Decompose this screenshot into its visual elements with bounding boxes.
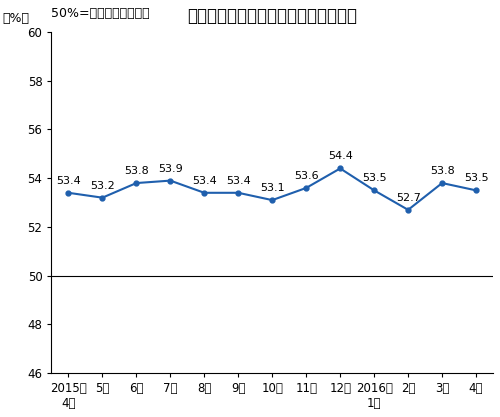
Y-axis label: （%）: （%） <box>2 12 30 25</box>
Text: 53.4: 53.4 <box>192 176 216 186</box>
Text: 53.9: 53.9 <box>158 164 182 173</box>
Text: 53.5: 53.5 <box>464 173 488 183</box>
Text: 52.7: 52.7 <box>396 193 420 203</box>
Text: 53.6: 53.6 <box>294 171 318 181</box>
Text: 53.2: 53.2 <box>90 181 115 191</box>
Text: 54.4: 54.4 <box>328 151 352 161</box>
Text: 53.8: 53.8 <box>124 166 148 176</box>
Text: 53.4: 53.4 <box>226 176 250 186</box>
Title: 非制造业商务活动指数（经季节调整）: 非制造业商务活动指数（经季节调整） <box>187 7 357 25</box>
Text: 53.4: 53.4 <box>56 176 81 186</box>
Text: 53.8: 53.8 <box>430 166 454 176</box>
Text: 50%=与上月比较无变化: 50%=与上月比较无变化 <box>52 7 150 20</box>
Text: 53.5: 53.5 <box>362 173 386 183</box>
Text: 53.1: 53.1 <box>260 183 284 193</box>
